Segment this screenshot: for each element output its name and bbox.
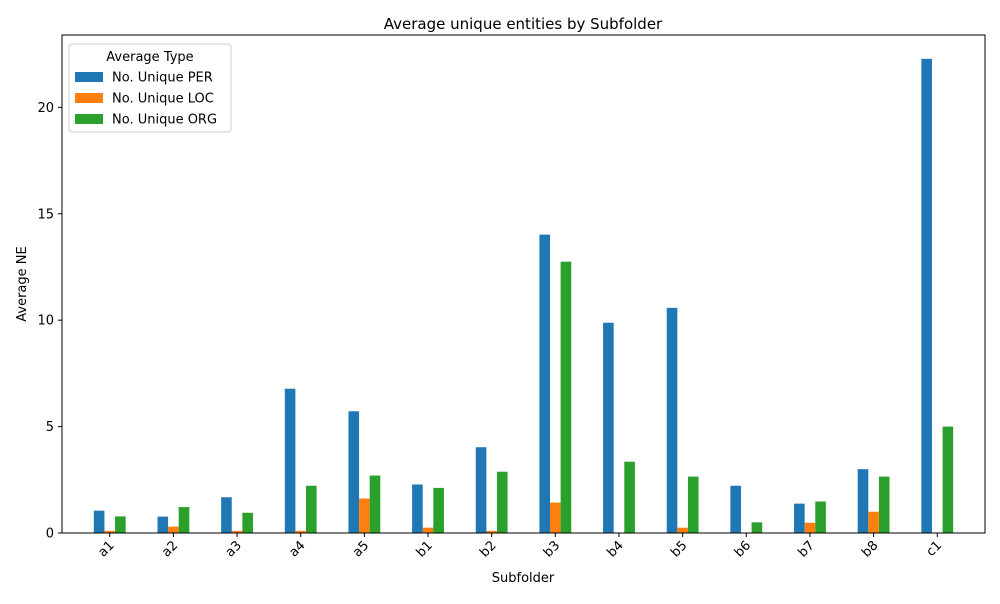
x-tick-label-b4: b4 [605,538,627,560]
bar-a3-series-1 [221,497,232,533]
x-tick-label-a1: a1 [95,538,117,560]
bar-a5-series-2 [359,498,370,533]
bar-a2-series-1 [157,516,169,533]
plot-frame [61,34,986,534]
bars-group [93,58,954,534]
x-axis-label: Subfolder [492,571,555,586]
x-tick-label-a4: a4 [286,538,308,560]
x-tick-label-b7: b7 [795,538,817,560]
bar-b7-series-1 [794,503,805,533]
x-tick-label-c1: c1 [924,538,946,560]
y-axis-label: Average NE [15,246,30,321]
x-tick-label-b2: b2 [477,538,499,560]
chart-title: Average unique entities by Subfolder [384,15,663,33]
x-tick-label-b3: b3 [541,538,563,560]
x-tick-label-b1: b1 [414,538,436,560]
x-tick-label-a2: a2 [159,538,181,560]
legend-swatch-series-1 [75,72,103,82]
bar-a4-series-1 [284,388,296,533]
bar-a3-series-2 [231,530,243,533]
bar-b8-series-1 [857,469,869,533]
legend-swatch-series-3 [75,114,103,124]
bar-a5-series-1 [348,411,360,533]
y-tick-label: 15 [37,207,54,222]
legend-label-series-3: No. Unique ORG [112,113,217,128]
bar-a1-series-3 [115,516,126,533]
x-tick-label-a5: a5 [350,538,372,560]
y-tick-label: 10 [37,314,54,329]
bar-c1-series-1 [921,58,932,534]
y-tick-label: 20 [37,101,54,116]
x-tick-label-b8: b8 [859,538,881,560]
y-axis: 0 5 10 15 20 [37,101,62,542]
bar-a3-series-3 [242,512,253,533]
legend-title: Average Type [106,50,193,65]
bar-b5-series-1 [666,307,678,533]
bar-b1-series-1 [412,484,423,533]
legend-swatch-series-2 [75,93,103,103]
bar-a1-series-1 [93,510,105,533]
legend-box [68,43,232,133]
bar-a1-series-2 [104,530,116,533]
x-tick-label-a3: a3 [223,538,245,560]
x-tick-label-b6: b6 [732,538,754,560]
bar-b1-series-2 [422,527,434,533]
bar-b6-series-1 [730,485,741,533]
y-tick-label: 5 [46,420,54,435]
legend-label-series-2: No. Unique LOC [112,92,214,107]
bar-b7-series-2 [804,522,816,533]
bar-b2-series-2 [486,530,497,533]
legend-label-series-1: No. Unique PER [112,71,213,86]
bar-b3-series-1 [539,234,551,533]
bar-b1-series-3 [433,487,444,533]
bar-b3-series-3 [560,261,572,533]
bar-a2-series-3 [178,507,190,533]
bar-b2-series-1 [475,447,487,533]
bar-b6-series-3 [751,522,763,533]
bar-b4-series-3 [624,461,635,533]
bar-a4-series-2 [295,530,307,533]
bar-b4-series-1 [603,322,614,533]
y-tick-label: 0 [46,527,54,542]
bar-b2-series-3 [496,471,508,533]
bar-a2-series-2 [168,526,179,533]
bar-b3-series-2 [550,502,561,533]
bar-b5-series-2 [677,527,688,533]
bar-b8-series-2 [868,511,879,533]
bar-c1-series-3 [942,426,954,533]
bar-b8-series-3 [878,476,890,533]
bar-b7-series-3 [815,501,826,533]
bar-a4-series-3 [306,485,317,533]
x-axis: a1 a2 a3 a4 a5 b1 b2 b3 b4 b5 b6 b7 b8 c1 [95,533,945,561]
x-tick-label-b5: b5 [668,538,690,560]
legend: Average Type No. Unique PER No. Unique LO… [68,43,232,133]
bar-b5-series-3 [687,476,699,533]
bar-a5-series-3 [369,475,381,533]
